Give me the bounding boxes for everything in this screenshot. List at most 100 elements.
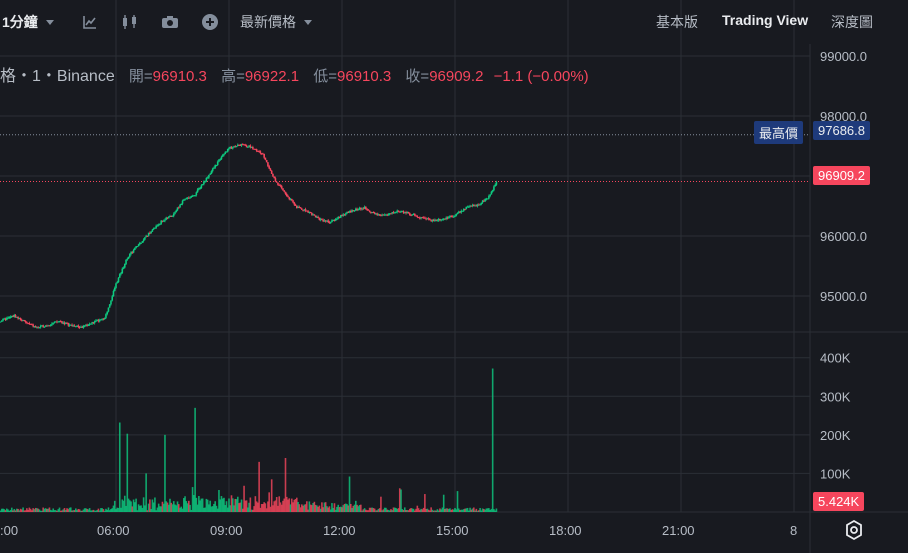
volume-bar [209,500,211,512]
candle-body [260,153,263,155]
volume-bar [245,500,248,512]
candle-body [303,209,306,211]
candle-body [375,213,377,215]
candle-body [347,212,350,214]
volume-bar [282,500,284,512]
candle-body [417,217,420,219]
volume-bar [444,508,446,512]
candle-body [327,220,329,223]
camera-icon[interactable] [161,14,179,30]
settings-icon[interactable] [842,518,866,542]
volume-bar [334,509,337,512]
candle-body [454,215,456,217]
volume-bar [475,508,478,512]
volume-bar [220,496,223,512]
volume-bar [424,494,426,512]
candle-body [358,207,361,210]
candle-body [77,325,80,327]
candle-body [0,321,2,323]
candle-body [7,317,9,319]
indicator-icon[interactable] [82,14,98,30]
candle-body [488,195,490,199]
volume-bar [460,509,463,512]
volume-bar [306,501,308,512]
volume-bar [456,491,459,512]
volume-bar [440,509,442,512]
volume-bar [267,501,269,512]
volume-bar [344,503,347,512]
price-type-selector[interactable]: 最新價格 [240,12,312,32]
candle-body [381,214,383,216]
candle-body [301,208,303,210]
candle-body [287,195,289,198]
volume-bar [275,497,278,512]
volume-bar [254,496,257,512]
candle-body [91,322,93,324]
volume-bar [391,510,394,512]
candle-body [129,254,131,257]
volume-bar [166,502,169,512]
candle-body [464,208,466,210]
candle-body [179,204,181,208]
volume-bar [216,508,219,512]
candle-body [238,144,240,146]
volume-bar [67,509,70,512]
candle-body [329,222,332,224]
volume-bar [92,509,95,512]
volume-bar [491,368,494,512]
volume-bar [235,499,238,512]
candle-body [36,327,38,329]
candle-body [234,146,237,148]
volume-bar [495,508,498,512]
volume-bar [465,508,468,512]
candle-body [284,191,287,194]
volume-bar [432,510,435,512]
tab-depth-label: 深度圖 [831,14,873,30]
candle-body [466,206,469,208]
toolbar: 1分鐘 最新價格 基本版 Trading View 深度圖 [0,0,908,44]
tab-depth[interactable]: 深度圖 [831,12,873,32]
candle-body [210,171,213,174]
candle-body [357,209,360,211]
candle-body [317,216,319,219]
candle-body [122,267,125,269]
candle-style-icon[interactable] [121,14,139,30]
volume-bar [244,500,247,512]
volume-bar [156,507,159,512]
candle-body [412,214,415,216]
volume-bar [347,505,350,512]
volume-bar [201,498,204,512]
volume-bar [230,495,233,512]
volume-bar [493,509,495,512]
candle-body [169,215,171,217]
candle-body [352,210,355,212]
tab-tradingview[interactable]: Trading View [722,12,808,28]
volume-bar [317,506,319,512]
volume-bar [176,501,179,512]
volume-bar [208,504,210,512]
candle-body [134,248,136,251]
candle-body [2,318,4,321]
volume-bar [161,501,164,512]
candle-body [211,168,214,172]
candle-body [363,206,366,209]
add-icon[interactable] [201,13,219,31]
interval-selector[interactable]: 1分鐘 [2,12,54,32]
tab-basic[interactable]: 基本版 [656,12,698,32]
candle-body [219,159,222,161]
volume-bar [125,505,127,512]
time-tick-label: 21:00 [662,523,695,538]
last-price-tag: 96909.2 [813,166,870,185]
volume-bar [51,510,53,512]
price-tick-label: 98000.0 [820,109,867,124]
volume-bar [287,499,289,512]
candle-body [382,214,385,216]
candle-body [195,192,198,196]
candle-body [16,316,18,318]
volume-bar [470,509,473,512]
candle-body [480,202,483,205]
candle-body [126,258,129,260]
candle-body [425,218,427,220]
volume-bar [430,507,432,512]
